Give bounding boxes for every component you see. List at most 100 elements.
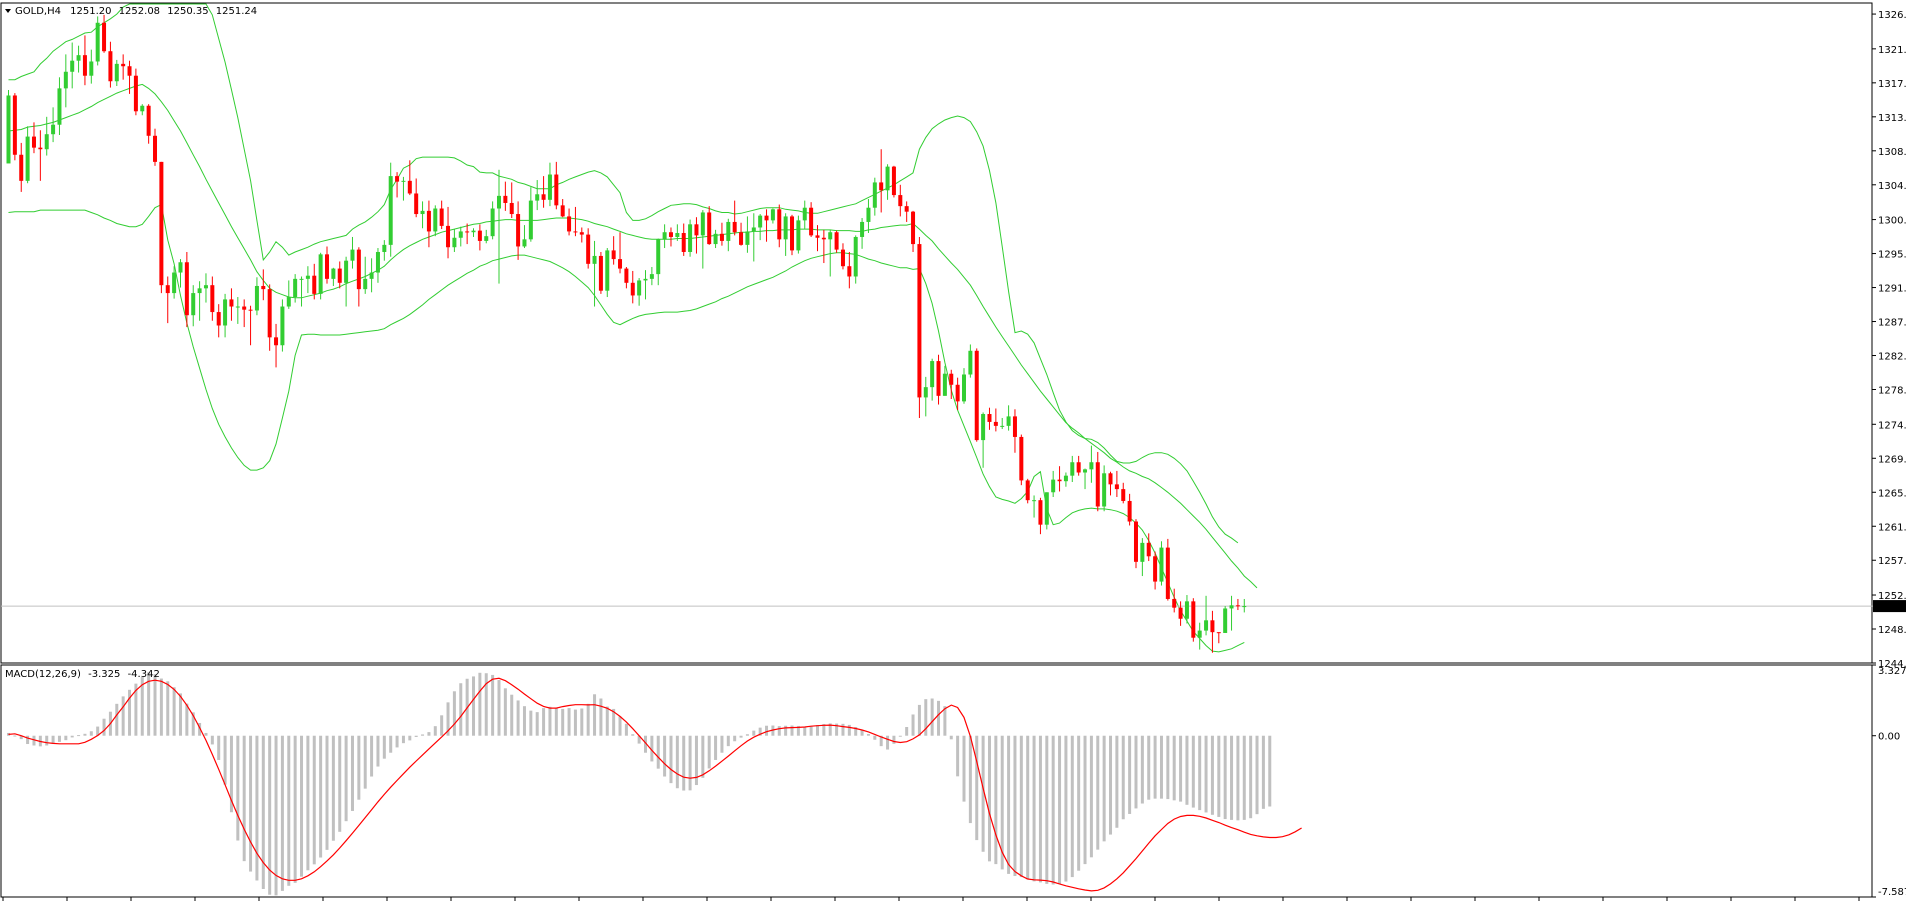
candle bbox=[1133, 519, 1138, 569]
candle bbox=[993, 408, 998, 432]
candle-body bbox=[898, 195, 903, 207]
candle-body bbox=[605, 250, 610, 291]
candle bbox=[484, 229, 489, 244]
macd-bar bbox=[650, 735, 654, 762]
candle-body bbox=[974, 350, 979, 441]
bollinger-bands bbox=[8, 3, 1258, 653]
candle bbox=[305, 266, 310, 294]
macd-bar bbox=[350, 735, 354, 811]
candlestick-series bbox=[6, 14, 1247, 653]
candle bbox=[102, 14, 107, 53]
macd-bar bbox=[1026, 735, 1030, 880]
macd-bar bbox=[898, 735, 902, 737]
macd-bar bbox=[459, 683, 463, 736]
macd-bar bbox=[682, 735, 686, 791]
candle-body bbox=[630, 282, 635, 296]
bollinger-upper-band bbox=[8, 3, 1239, 544]
candle-body bbox=[363, 278, 368, 290]
candle-body bbox=[388, 176, 393, 245]
dropdown-triangle-icon[interactable] bbox=[5, 9, 11, 13]
macd-bar bbox=[981, 735, 985, 852]
macd-bar bbox=[191, 712, 195, 736]
macd-bar bbox=[930, 698, 934, 736]
candle bbox=[140, 104, 145, 116]
candle bbox=[133, 68, 138, 116]
macd-bar bbox=[828, 723, 832, 736]
candle-body bbox=[567, 216, 572, 232]
candle-body bbox=[89, 61, 94, 76]
candle-body bbox=[503, 195, 508, 203]
price-panel[interactable]: 1326.1 1321.7 1317.4 1313.1 1308.8 1304.5 1300… bbox=[0, 2, 1906, 670]
candle bbox=[1127, 493, 1132, 526]
macd-bar bbox=[605, 706, 609, 736]
candle-body bbox=[216, 312, 221, 326]
candle bbox=[318, 252, 323, 300]
macd-bar bbox=[510, 694, 514, 736]
candle-body bbox=[668, 232, 673, 237]
macd-bar bbox=[956, 735, 960, 777]
candle bbox=[879, 149, 884, 213]
candle-body bbox=[783, 216, 788, 240]
macd-bar bbox=[427, 732, 431, 736]
macd-bar bbox=[847, 724, 851, 736]
candle bbox=[981, 412, 986, 468]
macd-bar bbox=[19, 735, 23, 740]
macd-bar bbox=[548, 706, 552, 736]
candle-body bbox=[127, 66, 132, 76]
candle-body bbox=[146, 105, 151, 136]
macd-bar bbox=[26, 735, 30, 745]
price-tick-label: 1291.5 bbox=[1878, 284, 1906, 295]
macd-bar bbox=[147, 672, 151, 736]
candle bbox=[573, 206, 578, 237]
macd-bar bbox=[612, 708, 616, 736]
candle-body bbox=[477, 230, 482, 241]
candle-body bbox=[1083, 469, 1088, 473]
macd-bar bbox=[860, 729, 864, 736]
candle-body bbox=[554, 174, 559, 206]
macd-bar bbox=[593, 694, 597, 736]
macd-tick-label: 3.327 bbox=[1878, 666, 1906, 677]
candle bbox=[407, 160, 412, 196]
candle-body bbox=[1133, 521, 1138, 562]
candle-body bbox=[350, 249, 355, 261]
candle-body bbox=[732, 221, 737, 233]
candle bbox=[567, 208, 572, 236]
candle-body bbox=[968, 350, 973, 375]
candle bbox=[267, 284, 272, 351]
macd-bar bbox=[236, 735, 240, 841]
candle-body bbox=[681, 233, 686, 252]
candle bbox=[694, 217, 699, 254]
macd-bar bbox=[886, 735, 890, 750]
macd-bar bbox=[1134, 735, 1138, 809]
macd-panel[interactable]: 3.327 0.00 -7.587 MACD(12,26,9) -3.325 -4.… bbox=[0, 664, 1906, 898]
candle bbox=[261, 269, 266, 301]
macd-bar bbox=[89, 731, 93, 736]
macd-bar bbox=[994, 735, 998, 865]
macd-bar bbox=[924, 699, 928, 736]
candle-body bbox=[446, 225, 451, 248]
macd-bar bbox=[204, 732, 208, 736]
macd-bar bbox=[1230, 735, 1234, 820]
candle bbox=[1006, 405, 1011, 431]
macd-label: MACD(12,26,9) bbox=[5, 669, 81, 680]
price-tick-label: 1244.0 bbox=[1878, 659, 1906, 670]
candle bbox=[12, 93, 17, 161]
macd-bar bbox=[1019, 735, 1023, 878]
macd-bar bbox=[484, 673, 488, 736]
candle bbox=[853, 235, 858, 284]
candle bbox=[942, 365, 947, 396]
macd-bar bbox=[1109, 735, 1113, 835]
candle-body bbox=[1063, 475, 1068, 482]
candle-body bbox=[637, 280, 642, 296]
candle-body bbox=[318, 254, 323, 294]
macd-bar bbox=[701, 735, 705, 778]
candle-body bbox=[1076, 462, 1081, 473]
candle bbox=[70, 42, 75, 89]
candle-body bbox=[1204, 620, 1209, 631]
candle-body bbox=[1178, 607, 1183, 619]
macd-bar bbox=[815, 725, 819, 736]
candle-body bbox=[1159, 547, 1164, 582]
candle bbox=[1063, 472, 1068, 487]
macd-bar bbox=[382, 735, 386, 759]
candle bbox=[350, 236, 355, 269]
